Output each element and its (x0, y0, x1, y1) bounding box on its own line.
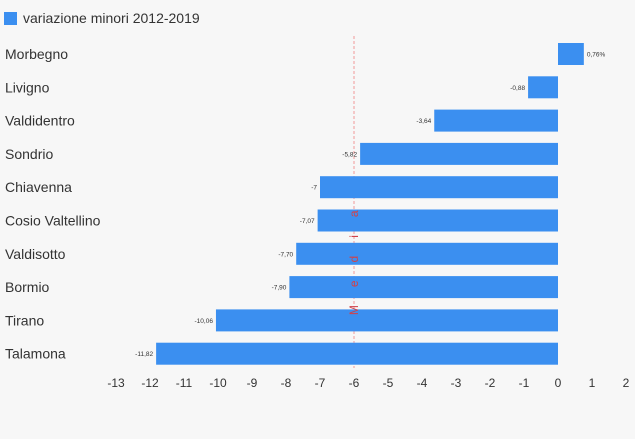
bar-sondrio (360, 142, 558, 165)
data-label: -5,82 (342, 151, 357, 158)
bar-chiavenna (320, 176, 558, 199)
category-label: Bormio (5, 279, 50, 295)
x-tick-label: 1 (589, 376, 596, 390)
bar-talamona (156, 342, 558, 365)
x-tick-label: -10 (209, 376, 227, 390)
category-label: Tirano (5, 312, 44, 328)
x-tick-label: -6 (349, 376, 360, 390)
bar-bormio (289, 276, 558, 299)
bar-morbegno (558, 43, 584, 65)
legend-label: variazione minori 2012-2019 (23, 10, 200, 26)
category-label: Morbegno (5, 46, 68, 62)
x-tick-label: -2 (485, 376, 496, 390)
data-label: -3,64 (416, 118, 431, 125)
legend: variazione minori 2012-2019 (4, 10, 200, 26)
bar-tirano (215, 309, 558, 332)
x-tick-label: -9 (247, 376, 258, 390)
data-label: 0,76% (587, 52, 606, 59)
x-tick-label: -7 (315, 376, 326, 390)
category-label: Valdisotto (5, 246, 66, 262)
x-tick-label: -13 (107, 376, 125, 390)
category-label: Talamona (5, 346, 66, 362)
category-label: Livigno (5, 79, 50, 95)
x-tick-label: -8 (281, 376, 292, 390)
x-tick-label: -3 (451, 376, 462, 390)
data-label: -7,07 (300, 218, 315, 225)
x-tick-label: -12 (141, 376, 159, 390)
x-tick-label: -11 (176, 376, 193, 390)
category-label: Chiavenna (5, 179, 72, 195)
x-tick-label: -1 (519, 376, 530, 390)
legend-swatch (4, 11, 17, 25)
reference-line-label: Media (347, 192, 361, 315)
data-label: -7,90 (272, 285, 287, 292)
data-label: -7,70 (278, 251, 293, 258)
data-label: -0,88 (510, 85, 525, 92)
category-label: Sondrio (5, 146, 53, 162)
data-label: -10,06 (195, 318, 214, 325)
bar-livigno (528, 76, 558, 99)
bar-valdisotto (296, 242, 558, 265)
category-label: Cosio Valtellino (5, 213, 101, 229)
x-tick-label: 2 (623, 376, 630, 390)
bar-valdidentro (434, 109, 558, 132)
x-tick-label: 0 (555, 376, 562, 390)
data-label: -11,82 (135, 351, 153, 358)
data-label: -7 (311, 185, 317, 192)
category-label: Valdidentro (5, 113, 75, 129)
bar-cosio-valtellino (317, 209, 558, 232)
x-tick-label: -5 (383, 376, 394, 390)
x-tick-label: -4 (417, 376, 428, 390)
